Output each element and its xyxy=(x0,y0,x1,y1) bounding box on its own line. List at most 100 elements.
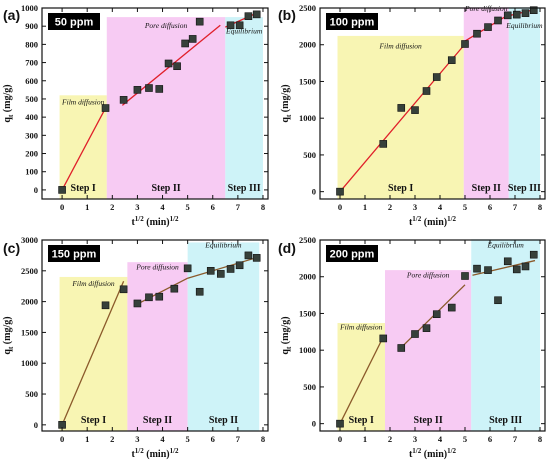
x-tick-label: 4 xyxy=(438,434,443,444)
data-point xyxy=(422,324,431,332)
data-point xyxy=(411,330,419,338)
y-axis-label: qt (mg/g) xyxy=(280,316,293,354)
y-tick-label: 2000 xyxy=(299,40,316,50)
concentration-box xyxy=(326,245,378,262)
data-point xyxy=(133,86,142,94)
data-point xyxy=(252,254,261,262)
y-tick-label: 900 xyxy=(25,21,38,31)
y-tick-label: 500 xyxy=(25,389,38,399)
y-tick-label: 2500 xyxy=(299,235,316,245)
panel-label: (a) xyxy=(3,7,20,23)
y-tick-label: 0 xyxy=(34,185,38,195)
region-2 xyxy=(127,262,188,431)
data-point xyxy=(397,104,406,112)
region-note-3: Equilibrium xyxy=(486,240,524,249)
data-point xyxy=(145,293,153,302)
data-point xyxy=(529,6,538,15)
data-point xyxy=(484,23,492,31)
data-point xyxy=(170,284,179,293)
data-point xyxy=(529,250,538,259)
region-note-3: Equilibrium xyxy=(505,21,543,30)
x-tick-label: 1 xyxy=(363,202,367,212)
x-tick-label: 5 xyxy=(186,202,190,212)
y-tick-label: 500 xyxy=(303,150,316,160)
y-axis-label: qt (mg/g) xyxy=(280,84,293,122)
x-tick-label: 3 xyxy=(413,434,417,444)
data-point xyxy=(379,140,388,148)
concentration-label: 150 ppm xyxy=(52,249,97,261)
y-tick-label: 800 xyxy=(25,39,38,49)
x-tick-label: 1 xyxy=(363,434,367,444)
x-tick-label: 1 xyxy=(85,202,89,212)
x-tick-label: 8 xyxy=(261,202,265,212)
data-point xyxy=(119,96,128,104)
region-note-2: Pore diffusion xyxy=(144,21,188,30)
region-2 xyxy=(463,7,509,200)
data-point xyxy=(379,334,388,343)
y-tick-label: 2500 xyxy=(21,266,38,276)
step-label-3: Step III xyxy=(489,415,522,426)
data-point xyxy=(155,292,164,301)
x-tick-label: 8 xyxy=(538,434,542,444)
panel-label: (d) xyxy=(278,240,296,256)
x-tick-label: 3 xyxy=(413,202,417,212)
data-point xyxy=(336,187,344,196)
data-point xyxy=(235,21,244,30)
concentration-label: 50 ppm xyxy=(55,17,94,29)
y-tick-label: 100 xyxy=(25,167,38,177)
x-tick-label: 6 xyxy=(488,202,492,212)
x-axis-label: t1/2 (min)1/2 xyxy=(409,447,457,460)
plot-frame xyxy=(319,7,546,200)
data-point xyxy=(432,73,441,81)
x-tick-label: 2 xyxy=(388,202,392,212)
x-tick-label: 7 xyxy=(513,202,518,212)
x-tick-label: 1 xyxy=(85,434,89,444)
data-point xyxy=(58,186,66,194)
concentration-box xyxy=(48,13,100,30)
x-tick-label: 7 xyxy=(513,434,518,444)
y-tick-label: 1500 xyxy=(299,76,316,86)
plot-frame xyxy=(41,239,269,432)
region-note-1: Film diffusion xyxy=(71,279,115,288)
x-tick-label: 8 xyxy=(261,434,265,444)
data-point xyxy=(397,344,406,352)
data-point xyxy=(173,62,181,71)
x-tick-label: 6 xyxy=(211,202,215,212)
y-tick-label: 2000 xyxy=(299,272,316,282)
data-point xyxy=(244,251,253,260)
region-3 xyxy=(508,7,540,200)
y-tick-label: 500 xyxy=(25,94,38,104)
x-tick-label: 3 xyxy=(135,202,139,212)
data-point xyxy=(461,40,469,48)
data-point xyxy=(484,266,492,274)
y-tick-label: 0 xyxy=(312,419,316,429)
y-tick-label: 1000 xyxy=(21,3,38,13)
data-point xyxy=(155,85,164,93)
x-axis-label: t1/2 (min)1/2 xyxy=(131,447,179,460)
chart-panel-1: Step I Film diffusion Step II Pore diffusio… xyxy=(2,3,269,228)
fit-line-1 xyxy=(61,281,125,426)
region-note-1: Film diffusion xyxy=(339,323,383,332)
y-tick-label: 0 xyxy=(34,420,38,430)
data-point xyxy=(226,21,235,30)
step-label-1: Step I xyxy=(349,415,374,426)
y-tick-label: 1000 xyxy=(299,113,316,123)
y-tick-label: 3000 xyxy=(21,235,38,245)
x-tick-label: 0 xyxy=(60,434,64,444)
data-point xyxy=(503,11,512,20)
data-point xyxy=(503,257,512,266)
step-label-2: Step II xyxy=(143,415,172,426)
concentration-label: 200 ppm xyxy=(330,249,375,261)
data-point xyxy=(521,9,530,17)
y-tick-label: 500 xyxy=(303,382,316,392)
region-1 xyxy=(59,95,107,199)
region-note-1: Film diffusion xyxy=(61,97,105,106)
y-tick-label: 200 xyxy=(25,149,38,159)
x-tick-label: 2 xyxy=(110,202,114,212)
fit-line-1 xyxy=(339,43,466,193)
y-tick-label: 300 xyxy=(25,130,38,140)
data-point xyxy=(235,261,244,270)
data-point xyxy=(195,17,204,26)
region-note-2: Pore diffusion xyxy=(135,263,179,272)
